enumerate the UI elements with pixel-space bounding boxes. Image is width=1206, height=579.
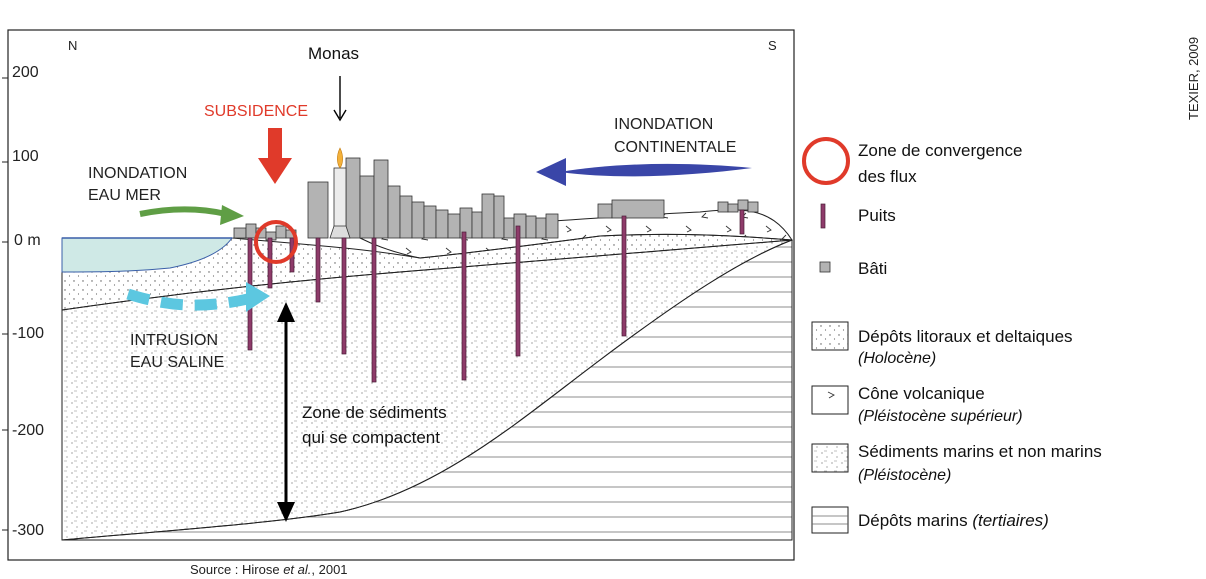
intrusion-label-2: EAU SALINE: [130, 354, 224, 371]
tick-minus-100: -100: [12, 325, 44, 342]
continental-flood-label-1: INONDATION: [614, 116, 713, 133]
sea-flood-arrow: [139, 206, 227, 217]
legend-convergence-label-2: des flux: [858, 167, 917, 186]
legend: Zone de convergence des flux Puits Bâti …: [802, 137, 1102, 534]
legend-holocene-label: Dépôts litoraux et deltaiques: [858, 327, 1073, 346]
legend-volcanic-swatch: [811, 385, 849, 415]
compaction-zone-arrow: [277, 302, 295, 522]
credit-label: TEXIER, 2009: [1186, 37, 1201, 120]
subsidence-arrow: [258, 128, 292, 184]
south-label: S: [768, 38, 777, 53]
depth-axis: [2, 77, 8, 531]
legend-pleistocene-age: (Pléistocène): [858, 467, 951, 484]
legend-holocene-swatch: [811, 321, 849, 351]
diagram-frame: [7, 29, 795, 561]
sea-water: [61, 237, 233, 273]
sea-flood-label-1: INONDATION: [88, 165, 187, 182]
legend-well-icon: [820, 203, 826, 229]
tick-minus-300: -300: [12, 522, 44, 539]
legend-marine-swatch: [811, 506, 849, 534]
legend-building-icon: [819, 261, 831, 273]
subsidence-label: SUBSIDENCE: [204, 103, 308, 120]
source-caption: Source : Hirose et al., 2001: [190, 562, 348, 577]
compaction-zone-label-1: Zone de sédiments: [302, 403, 447, 422]
saline-intrusion-arrow: [126, 288, 262, 311]
legend-holocene-age: (Holocène): [858, 350, 936, 367]
legend-marine-label: Dépôts marins (tertiaires): [858, 511, 1049, 530]
continental-flood-arrow: [560, 163, 752, 177]
tick-100: 100: [12, 148, 39, 165]
north-label: N: [68, 38, 77, 53]
tick-200: 200: [12, 64, 39, 81]
monas-tower: [329, 147, 351, 239]
legend-volcanic-label: Cône volcanique: [858, 384, 985, 403]
legend-convergence-icon: [802, 137, 850, 185]
legend-building-label: Bâti: [858, 259, 887, 278]
compaction-zone-label-2: qui se compactent: [302, 428, 440, 447]
tick-minus-200: -200: [12, 422, 44, 439]
legend-convergence-label-1: Zone de convergence: [858, 141, 1022, 160]
continental-flood-label-2: CONTINENTALE: [614, 139, 736, 156]
legend-pleistocene-swatch: [811, 443, 849, 473]
monas-label: Monas: [308, 44, 359, 63]
building-skyline: [233, 157, 759, 241]
legend-well-label: Puits: [858, 206, 896, 225]
convergence-zone-circle: [254, 220, 298, 264]
legend-volcanic-age: (Pléistocène supérieur): [858, 408, 1023, 425]
tick-0: 0 m: [14, 232, 41, 249]
legend-pleistocene-label: Sédiments marins et non marins: [858, 442, 1102, 461]
intrusion-label-1: INTRUSION: [130, 332, 218, 349]
sea-flood-label-2: EAU MER: [88, 187, 161, 204]
